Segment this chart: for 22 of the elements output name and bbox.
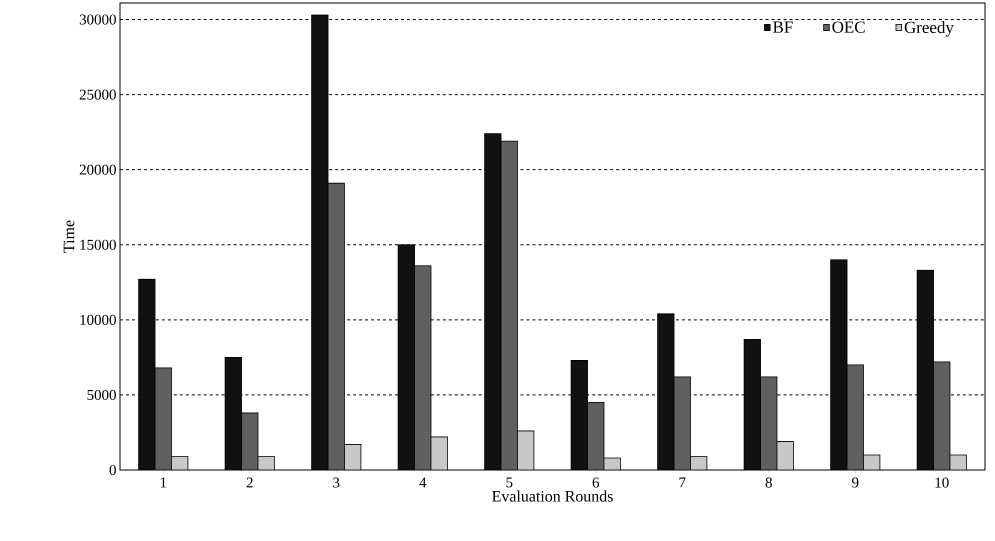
y-tick-label: 0 [110,464,116,476]
x-tick-label: 8 [766,478,772,488]
legend-label: Greedy [904,21,954,37]
x-tick-label: 5 [506,478,512,488]
y-tick-label: 5000 [87,390,116,400]
x-tick-label: 7 [680,478,686,488]
x-tick-label: 1 [160,478,166,488]
x-tick-label: 6 [592,478,600,488]
y-tick-label: 15000 [80,240,116,250]
x-tick-label: 2 [246,478,253,488]
x-tick-label: 3 [333,478,340,488]
x-axis-title: Evaluation Rounds [492,490,613,502]
x-tick-label: 4 [419,478,426,488]
x-tick-label: 10 [936,478,949,488]
x-tick-label: 9 [852,478,858,488]
y-tick-label: 25000 [80,90,116,100]
legend-label: OEC [832,21,865,33]
y-tick-label: 10000 [80,314,116,325]
legend-label: BF [773,22,793,33]
y-tick-label: 30000 [80,14,116,25]
y-axis-title: Time [64,220,74,253]
y-tick-label: 20000 [80,164,116,175]
